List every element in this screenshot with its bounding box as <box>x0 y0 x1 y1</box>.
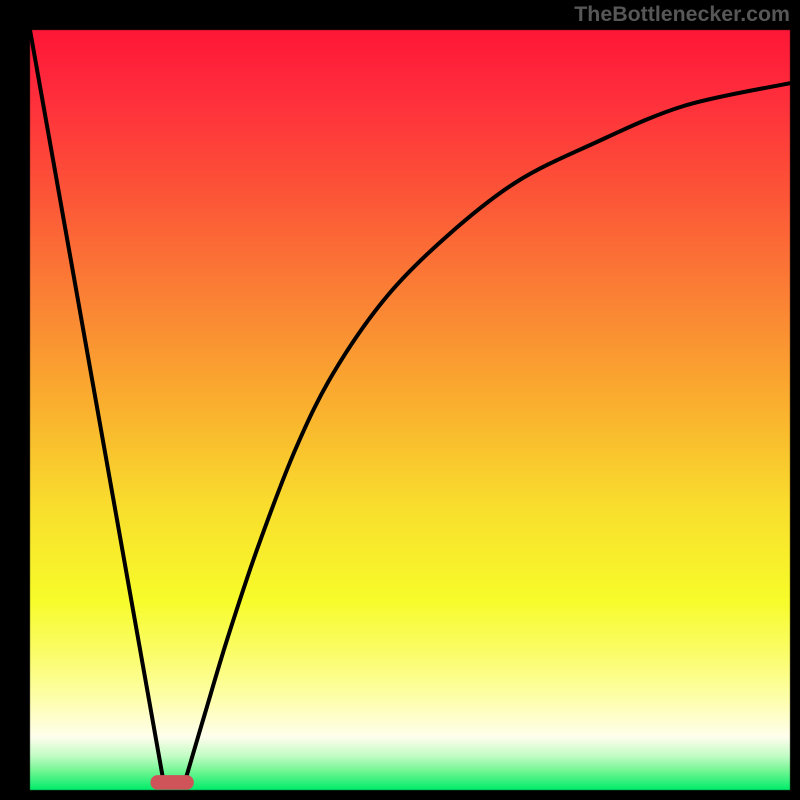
curve-overlay <box>0 0 800 800</box>
minimum-marker <box>150 775 193 789</box>
curve-left-branch <box>30 30 163 779</box>
curve-right-branch <box>186 83 790 778</box>
watermark-label: TheBottlenecker.com <box>574 2 790 27</box>
bottleneck-chart: TheBottlenecker.com <box>0 0 800 800</box>
